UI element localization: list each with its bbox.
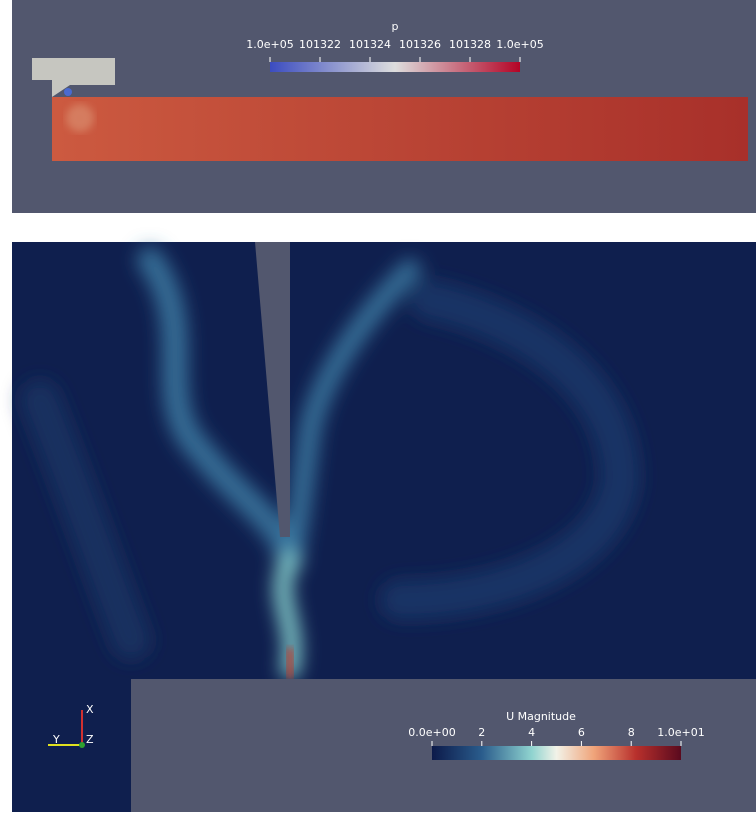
orientation-axes: X Y Z (48, 703, 94, 748)
needle (255, 242, 290, 537)
colorbar-tick-label: 101328 (449, 38, 491, 51)
plate (131, 679, 756, 812)
colorbar-tick-label: 101324 (349, 38, 391, 51)
pressure-spot (64, 88, 72, 96)
colorbar-tick-label: 6 (578, 726, 585, 739)
flow-field (20, 247, 641, 679)
colorbar-title: U Magnitude (506, 710, 576, 723)
colorbar-tick-label: 1.0e+05 (246, 38, 293, 51)
axis-label: Z (86, 733, 94, 746)
velocity-view: U Magnitude 0.0e+00 2 4 6 8 1.0e+01 X Y Z (12, 242, 756, 812)
axis-label: Y (52, 733, 60, 746)
colorbar-tick-label: 8 (628, 726, 635, 739)
axis-label: X (86, 703, 94, 716)
pressure-spot (66, 104, 94, 132)
colorbar (270, 62, 520, 72)
colorbar-title: p (392, 20, 399, 33)
colorbar-tick-label: 4 (528, 726, 535, 739)
colorbar-tick-label: 101326 (399, 38, 441, 51)
colorbar-tick-label: 2 (478, 726, 485, 739)
colorbar-tick-label: 1.0e+05 (496, 38, 543, 51)
colorbar (432, 746, 681, 760)
colorbar-tick-label: 1.0e+01 (657, 726, 704, 739)
jet (287, 648, 293, 679)
colorbar-tick-label: 0.0e+00 (408, 726, 455, 739)
colorbar-tick-label: 101322 (299, 38, 341, 51)
pressure-view: p 1.0e+05 101322 101324 101326 101328 1.0e+05 (12, 0, 756, 213)
pressure-channel (52, 97, 748, 161)
nozzle-body (32, 58, 115, 97)
